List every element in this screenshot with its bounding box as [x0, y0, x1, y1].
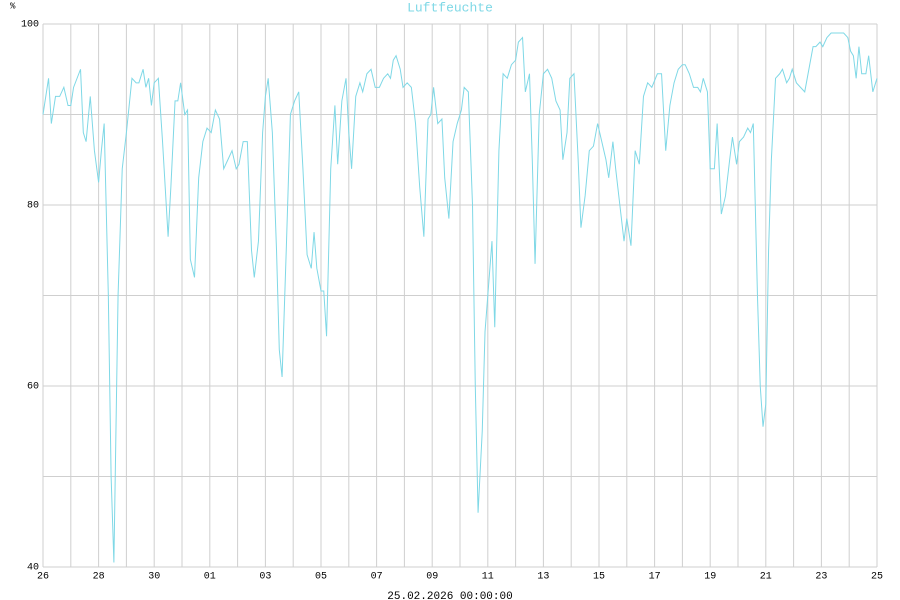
x-tick-label: 13: [537, 572, 549, 583]
x-axis-label: 25.02.2026 00:00:00: [387, 591, 512, 600]
x-tick-label: 03: [259, 572, 271, 583]
x-tick-label: 09: [426, 572, 438, 583]
x-tick-label: 07: [371, 572, 383, 583]
x-tick-label: 15: [593, 572, 605, 583]
y-tick-label: 100: [21, 20, 39, 31]
x-tick-label: 30: [148, 572, 160, 583]
y-tick-label: 40: [27, 563, 39, 574]
chart-title: Luftfeuchte: [407, 0, 493, 15]
x-tick-label: 23: [815, 572, 827, 583]
x-tick-label: 25: [871, 572, 883, 583]
x-tick-label: 11: [482, 572, 494, 583]
x-tick-label: 17: [649, 572, 661, 583]
x-tick-label: 19: [704, 572, 716, 583]
x-tick-label: 28: [93, 572, 105, 583]
data-line: [42, 32, 878, 563]
x-tick-label: 05: [315, 572, 327, 583]
x-tick-label: 26: [37, 572, 49, 583]
x-tick-label: 21: [760, 572, 772, 583]
y-axis-label: %: [10, 1, 16, 11]
y-tick-label: 60: [27, 382, 39, 393]
x-tick-label: 01: [204, 572, 216, 583]
y-tick-label: 80: [27, 201, 39, 212]
